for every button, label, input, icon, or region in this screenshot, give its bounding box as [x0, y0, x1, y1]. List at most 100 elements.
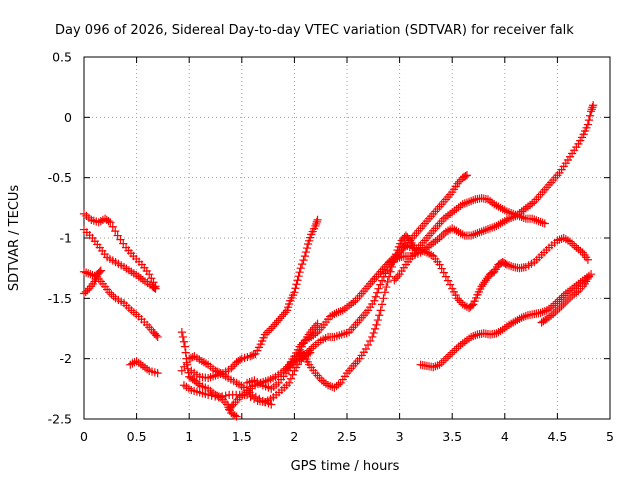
series-trace-4	[79, 266, 105, 298]
data-point	[302, 243, 312, 253]
series-trace-12	[295, 241, 423, 363]
data-point	[583, 120, 593, 129]
data-point	[368, 332, 377, 342]
data-point	[379, 294, 388, 303]
data-point	[467, 301, 476, 310]
data-point	[232, 412, 241, 421]
series-trace-16	[416, 270, 596, 372]
y-tick-label: 0	[64, 110, 72, 125]
data-point	[151, 284, 160, 293]
data-point	[577, 133, 587, 142]
series-trace-3	[79, 267, 162, 342]
data-point	[373, 288, 382, 297]
data-point	[83, 286, 92, 295]
data-point	[296, 264, 305, 273]
series-trace-17	[537, 272, 594, 327]
data-point	[372, 320, 381, 329]
series-trace-9	[187, 215, 322, 383]
data-point	[589, 101, 598, 110]
data-point	[253, 346, 262, 355]
data-point	[291, 284, 300, 293]
data-point	[584, 116, 594, 125]
data-point	[305, 236, 314, 245]
x-tick-label: 1.5	[232, 429, 252, 444]
data-point	[188, 352, 197, 362]
x-tick-label: 5	[606, 429, 614, 444]
data-point	[259, 333, 268, 342]
data-point	[370, 324, 380, 334]
data-point	[153, 369, 162, 378]
data-point	[540, 219, 549, 228]
data-point	[449, 287, 459, 296]
x-tick-label: 3.5	[442, 429, 462, 444]
data-point	[313, 215, 322, 224]
data-point	[373, 315, 382, 325]
data-point	[376, 306, 385, 315]
data-point	[177, 328, 186, 337]
series-trace-14	[366, 171, 472, 288]
data-point	[286, 374, 295, 383]
data-point	[178, 332, 187, 342]
data-point	[377, 300, 387, 309]
y-tick-label: -1	[60, 231, 72, 246]
data-point	[583, 255, 593, 264]
data-point	[461, 171, 470, 181]
data-point	[211, 392, 220, 401]
data-point	[282, 306, 292, 315]
data-point	[214, 393, 223, 402]
x-tick-label: 2	[290, 429, 298, 444]
data-point	[370, 296, 379, 305]
data-point	[313, 319, 322, 328]
series-trace-15	[390, 194, 549, 285]
data-point	[288, 370, 297, 379]
x-tick-label: 4	[501, 429, 509, 444]
series-trace-10	[225, 319, 322, 414]
data-point	[585, 111, 595, 120]
data-point	[579, 130, 588, 139]
data-point	[382, 282, 391, 292]
data-point	[292, 280, 301, 289]
data-point	[293, 276, 302, 285]
data-point	[267, 400, 276, 409]
data-point	[290, 288, 299, 297]
data-point	[96, 266, 105, 275]
data-point	[300, 252, 310, 261]
x-tick-label: 4.5	[547, 429, 567, 444]
data-point	[81, 287, 90, 296]
data-point	[306, 233, 315, 242]
data-point	[377, 276, 387, 285]
data-point	[254, 343, 264, 352]
data-point	[285, 299, 294, 309]
data-point	[471, 293, 481, 303]
series-trace-1	[79, 209, 160, 291]
data-point	[79, 289, 89, 298]
data-point	[111, 227, 120, 236]
x-tick-label: 2.5	[337, 429, 357, 444]
axis-ticks: 0 0.5 1 1.5 2 2.5 3 3.5 4 4.5 5 0.5 0 -0.5 -1 -1.5 -2 -2.…	[48, 50, 614, 445]
data-point	[227, 402, 237, 411]
data-point	[301, 247, 311, 257]
data-point	[294, 272, 303, 281]
data-point	[383, 277, 392, 286]
data-point	[462, 171, 472, 180]
data-point	[152, 331, 161, 340]
data-point	[258, 336, 267, 346]
data-point	[95, 267, 104, 276]
data-point	[584, 272, 594, 281]
y-tick-label: 0.5	[52, 50, 72, 65]
chart-title: Day 096 of 2026, Sidereal Day-to-day VTE…	[55, 23, 574, 38]
y-tick-label: -2.5	[48, 412, 72, 427]
y-axis-label: SDTVAR / TECUs	[7, 185, 22, 292]
data-point	[469, 300, 478, 309]
data-point	[283, 303, 293, 312]
data-point	[207, 391, 216, 400]
data-point	[181, 348, 190, 357]
data-point	[582, 123, 591, 132]
series-trace-5	[126, 356, 162, 378]
data-point	[581, 126, 590, 136]
y-tick-label: -0.5	[48, 170, 72, 185]
x-tick-label: 1	[185, 429, 193, 444]
data-point	[180, 342, 190, 351]
data-point	[108, 222, 117, 231]
